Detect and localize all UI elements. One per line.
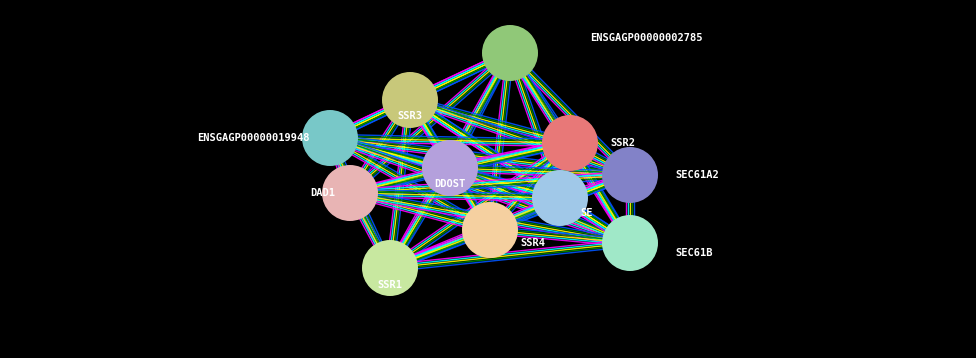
Text: SE: SE bbox=[580, 208, 592, 218]
Text: DDOST: DDOST bbox=[434, 179, 466, 189]
Text: SSR3: SSR3 bbox=[397, 111, 423, 121]
Circle shape bbox=[602, 215, 658, 271]
Circle shape bbox=[422, 140, 478, 196]
Circle shape bbox=[532, 170, 588, 226]
Circle shape bbox=[462, 202, 518, 258]
Circle shape bbox=[482, 25, 538, 81]
Text: SEC61A2: SEC61A2 bbox=[675, 170, 718, 180]
Circle shape bbox=[602, 147, 658, 203]
Text: SSR4: SSR4 bbox=[520, 238, 545, 248]
Circle shape bbox=[362, 240, 418, 296]
Text: ENSGAGP00000019948: ENSGAGP00000019948 bbox=[197, 133, 310, 143]
Text: ENSGAGP00000002785: ENSGAGP00000002785 bbox=[590, 33, 703, 43]
Circle shape bbox=[542, 115, 598, 171]
Text: DAD1: DAD1 bbox=[310, 188, 335, 198]
Circle shape bbox=[302, 110, 358, 166]
Text: SSR2: SSR2 bbox=[610, 138, 635, 148]
Text: SEC61B: SEC61B bbox=[675, 248, 712, 258]
Text: SSR1: SSR1 bbox=[378, 280, 402, 290]
Circle shape bbox=[382, 72, 438, 128]
Circle shape bbox=[322, 165, 378, 221]
